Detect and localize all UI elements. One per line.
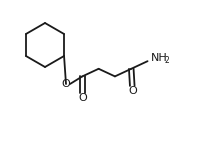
Text: O: O [62, 79, 70, 89]
Text: 2: 2 [164, 56, 169, 65]
Text: O: O [78, 93, 87, 103]
Text: NH: NH [151, 53, 167, 63]
Text: O: O [128, 86, 137, 96]
